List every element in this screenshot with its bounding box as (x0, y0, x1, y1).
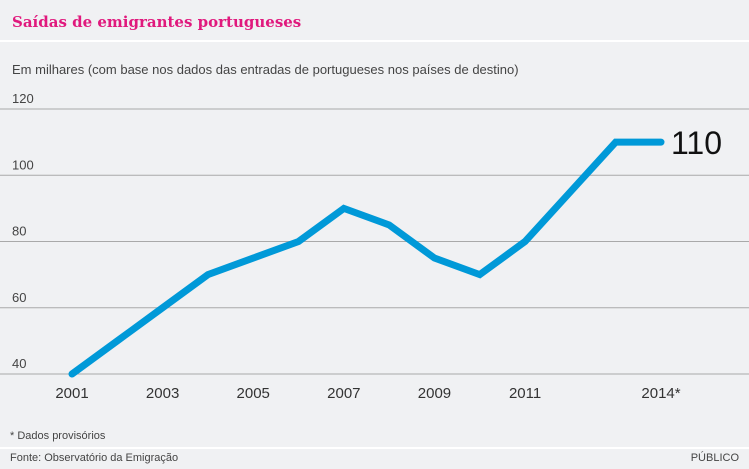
y-axis-labels: 40 60 80 100 120 (12, 91, 34, 371)
y-tick-label: 80 (12, 224, 26, 239)
chart-title: Saídas de emigrantes portugueses (12, 13, 302, 31)
x-tick-label: 2007 (327, 385, 360, 402)
title-divider (0, 40, 749, 42)
footer-divider (0, 447, 749, 449)
x-tick-label: 2001 (55, 385, 88, 402)
x-tick-label: 2011 (509, 385, 541, 402)
series-layer (68, 138, 665, 378)
series-line (68, 138, 665, 378)
y-tick-label: 40 (12, 356, 26, 371)
x-tick-label: 2005 (237, 385, 270, 402)
y-tick-label: 60 (12, 290, 26, 305)
x-tick-label: 2009 (418, 385, 451, 402)
value-annotation: 110 (671, 125, 722, 161)
chart-subtitle: Em milhares (com base nos dados das entr… (12, 62, 519, 77)
annotations: 110 (671, 125, 722, 161)
gridlines (0, 108, 749, 375)
footnote: * Dados provisórios (10, 430, 106, 442)
y-tick-label: 100 (12, 157, 34, 172)
x-tick-label: 2003 (146, 385, 179, 402)
x-axis-labels: 2001 2003 2005 2007 2009 2011 2014* (55, 385, 680, 402)
source-note: Fonte: Observatório da Emigração (10, 452, 179, 464)
y-tick-label: 120 (12, 91, 34, 106)
x-tick-label: 2014* (641, 385, 680, 402)
publisher-logo: PÚBLICO (690, 452, 739, 464)
